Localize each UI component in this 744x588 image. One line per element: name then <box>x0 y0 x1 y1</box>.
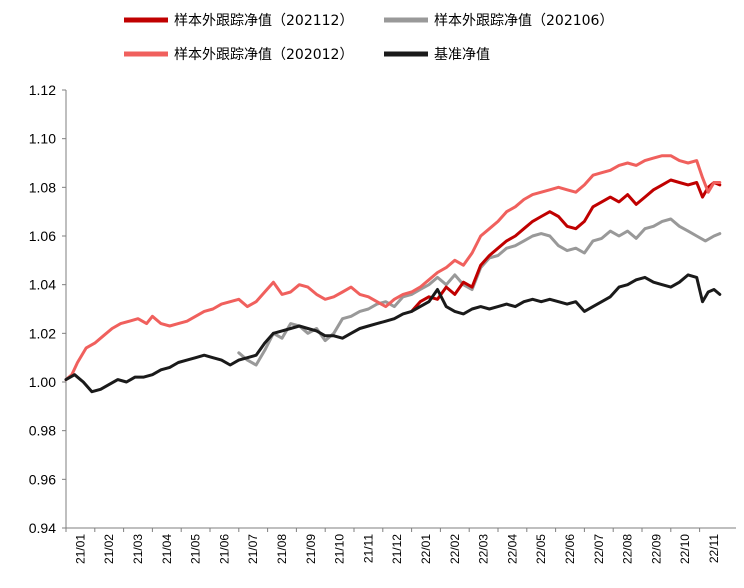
legend-label-1: 样本外跟踪净值（202106） <box>434 13 613 29</box>
x-tick-label: 21/03 <box>131 534 145 564</box>
plot-area <box>64 154 722 394</box>
x-tick-label: 21/08 <box>275 534 289 564</box>
legend: 样本外跟踪净值（202112） 样本外跟踪净值（202106） 样本外跟踪净值（20… <box>124 13 613 63</box>
series-line-3 <box>64 273 722 394</box>
x-tick-label: 22/03 <box>477 534 491 564</box>
y-tick-label: 0.94 <box>29 520 56 536</box>
y-tick-label: 0.96 <box>29 471 56 487</box>
y-axis: 0.94 0.96 0.98 1.00 1.02 1.04 1.06 1.08 1.10 1.12 <box>29 82 67 536</box>
x-tick-label: 22/08 <box>621 534 635 564</box>
x-tick-label: 22/10 <box>678 534 692 564</box>
x-tick-label: 21/12 <box>390 534 404 564</box>
series-line-0 <box>410 178 722 313</box>
y-tick-label: 1.10 <box>29 131 56 147</box>
x-tick-label: 21/01 <box>73 534 87 564</box>
x-tick-label: 22/05 <box>534 534 548 564</box>
y-tick-label: 1.02 <box>29 325 56 341</box>
x-tick-label: 21/11 <box>361 534 375 563</box>
y-tick-label: 0.98 <box>29 423 56 439</box>
x-tick-label: 22/11 <box>707 534 721 563</box>
y-tick-label: 1.00 <box>29 374 56 390</box>
y-tick-label: 1.08 <box>29 179 56 195</box>
x-tick-label: 21/04 <box>160 534 174 564</box>
x-tick-label: 21/10 <box>333 534 347 564</box>
y-tick-label: 1.06 <box>29 228 56 244</box>
series-line-2 <box>64 154 722 382</box>
legend-label-3: 基准净值 <box>434 46 490 63</box>
x-tick-label: 21/09 <box>304 534 318 564</box>
x-tick-label: 22/02 <box>448 534 462 564</box>
x-tick-label: 22/07 <box>592 534 606 564</box>
x-tick-label: 22/09 <box>649 534 663 564</box>
x-tick-label: 22/06 <box>563 534 577 564</box>
legend-label-0: 样本外跟踪净值（202112） <box>174 13 353 29</box>
legend-label-2: 样本外跟踪净值（202012） <box>174 47 353 63</box>
y-tick-label: 1.12 <box>29 82 56 98</box>
y-tick-label: 1.04 <box>29 277 56 293</box>
x-tick-label: 22/04 <box>505 534 519 564</box>
x-tick-label: 21/02 <box>102 534 116 564</box>
x-tick-label: 22/01 <box>419 534 433 564</box>
x-tick-label: 21/05 <box>189 534 203 564</box>
x-tick-label: 21/07 <box>246 534 260 564</box>
x-tick-label: 21/06 <box>217 534 231 564</box>
x-axis: 21/01 21/02 21/03 21/04 21/05 21/06 21/07 21/08… <box>65 527 736 564</box>
